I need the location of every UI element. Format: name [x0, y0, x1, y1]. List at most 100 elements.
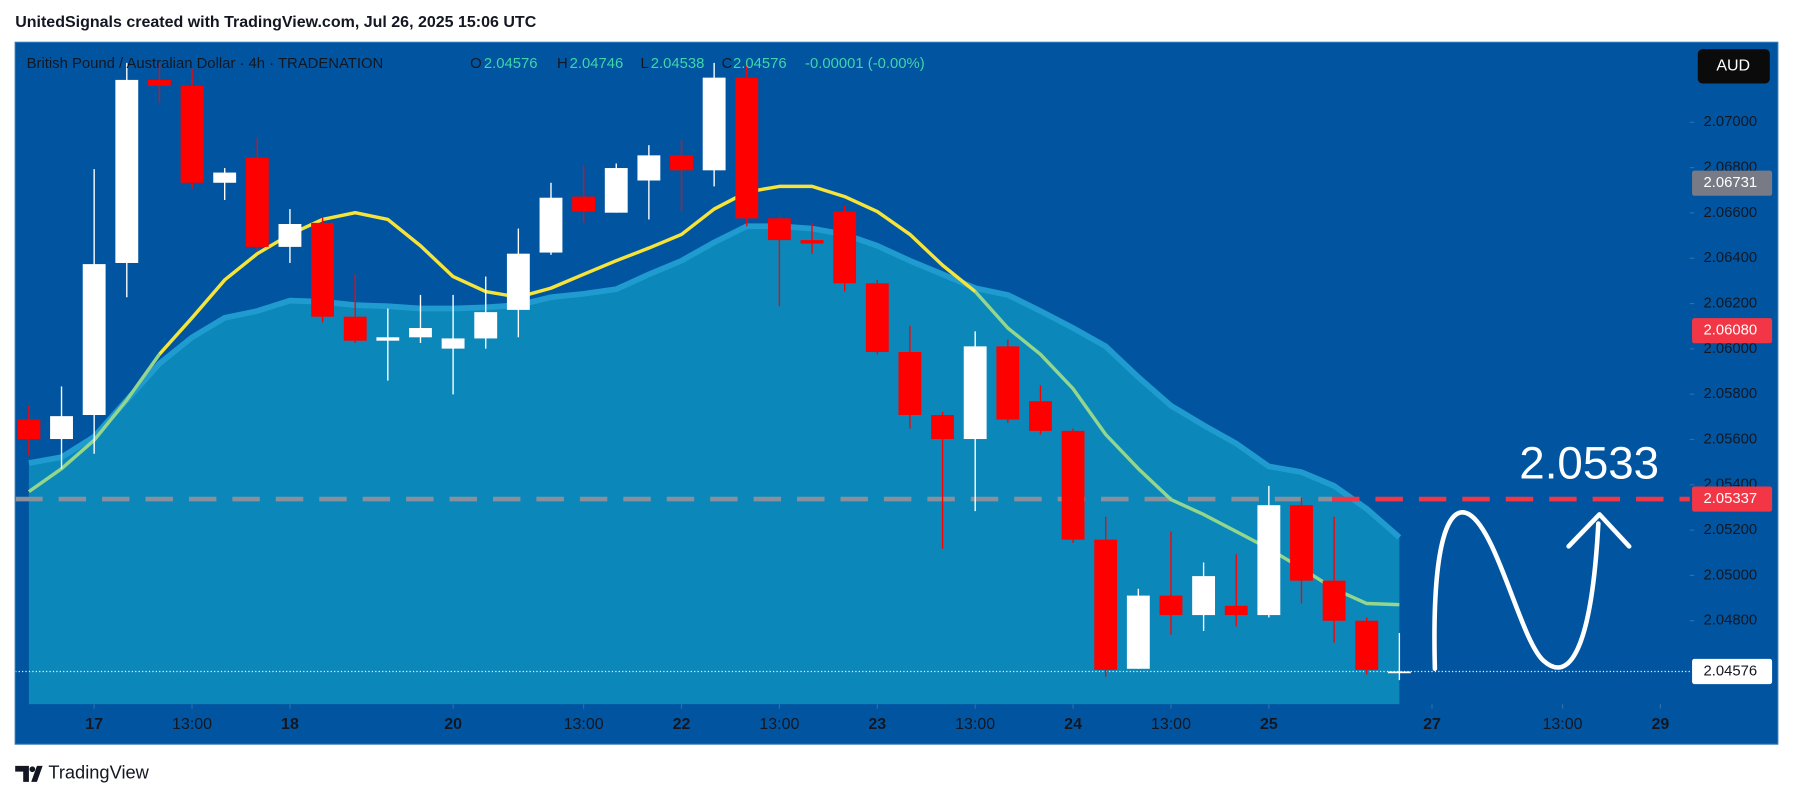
candle-body — [1257, 505, 1281, 616]
y-tick-label: 2.04800 — [1704, 613, 1758, 629]
candle-body — [800, 240, 824, 244]
price-label: 2.06080 — [1704, 323, 1758, 339]
x-tick-label: 13:00 — [564, 716, 604, 733]
currency-button[interactable] — [1697, 49, 1770, 84]
price-label-box — [1692, 170, 1773, 196]
legend-symbol: British Pound / Australian Dollar · 4h ·… — [27, 56, 384, 72]
candle-body — [213, 172, 237, 183]
y-tick-label: 2.05200 — [1704, 522, 1758, 538]
candle-body — [245, 157, 269, 247]
legend-key: L — [640, 56, 648, 72]
legend-change: -0.00001 (-0.00%) — [805, 56, 925, 72]
candle-body — [441, 338, 465, 349]
candle-body — [147, 79, 171, 86]
price-label: 2.05337 — [1704, 491, 1758, 507]
candle-body — [1126, 595, 1150, 669]
x-tick-label: 20 — [444, 716, 462, 733]
candle-body — [82, 264, 106, 416]
candle-body — [115, 79, 139, 263]
price-label-box — [1692, 318, 1773, 344]
frame — [14, 41, 1779, 745]
legend-key: C — [722, 56, 733, 72]
arrow-head — [1566, 512, 1632, 549]
candle-body — [506, 253, 530, 310]
legend-value: 2.04746 — [570, 56, 624, 72]
x-tick-label: 13:00 — [1151, 716, 1191, 733]
y-tick-label: 2.06600 — [1704, 205, 1758, 221]
candle-body — [833, 211, 857, 284]
y-tick-label: 2.05800 — [1704, 386, 1758, 402]
currency-label[interactable]: AUD — [1716, 58, 1750, 75]
candle-body — [996, 346, 1020, 420]
candle-body — [1159, 595, 1183, 616]
candle-body — [767, 218, 791, 241]
candle-body — [1061, 430, 1085, 540]
legend-value: 2.04538 — [651, 56, 705, 72]
candle-body — [1094, 539, 1118, 670]
x-tick-label: 22 — [673, 716, 691, 733]
price-label: 2.04576 — [1704, 663, 1758, 679]
legend-key: O — [470, 56, 482, 72]
candle-body — [180, 85, 204, 183]
candle-body — [1355, 620, 1379, 670]
legend-value: 2.04576 — [484, 56, 538, 72]
candle-body — [670, 155, 693, 171]
x-tick-label: 29 — [1652, 716, 1670, 733]
x-tick-label: 13:00 — [172, 716, 212, 733]
price-label-box — [1692, 658, 1773, 685]
candle-body — [474, 312, 498, 339]
x-tick-label: 25 — [1260, 716, 1278, 733]
x-tick-label: 18 — [281, 716, 299, 733]
price-label-box — [1692, 486, 1773, 512]
candle-body — [1192, 576, 1216, 616]
candle-body — [735, 77, 759, 219]
credit: UnitedSignals created with TradingView.c… — [15, 14, 537, 31]
x-tick-label: 23 — [868, 716, 886, 733]
legend-value: 2.04576 — [733, 56, 787, 72]
legend-key: H — [557, 56, 568, 72]
candle-body — [637, 155, 661, 181]
candle-body — [1029, 401, 1052, 431]
candle-body — [702, 77, 726, 171]
footer-brand: TradingView — [48, 762, 149, 783]
x-tick-label: 27 — [1423, 716, 1441, 733]
annotation: 2.0533 — [1519, 437, 1659, 488]
footer-logo — [15, 765, 43, 782]
x-tick-label: 17 — [85, 716, 103, 733]
candle-body — [539, 197, 563, 253]
y-tick-label: 2.05600 — [1704, 431, 1758, 447]
candle-body — [1322, 580, 1346, 621]
candle-body — [278, 224, 302, 247]
candle-body — [343, 316, 367, 341]
legend: British Pound / Australian Dollar · 4h ·… — [27, 56, 925, 72]
candle-body — [1224, 605, 1248, 616]
candle-body — [572, 196, 596, 212]
candle-body — [1387, 671, 1411, 674]
y-tick-label: 2.06200 — [1704, 295, 1758, 311]
area-edge — [28, 223, 1402, 540]
wave-arrow — [1432, 510, 1601, 671]
candle-body — [898, 352, 922, 416]
candle-body — [1290, 505, 1313, 581]
x-tick-label: 24 — [1064, 716, 1082, 733]
area-fill — [28, 226, 1400, 705]
candle-body — [17, 419, 41, 440]
x-tick-label: 13:00 — [759, 716, 799, 733]
candle-body — [376, 337, 400, 341]
candle-body — [311, 222, 335, 317]
y-tick-label: 2.06000 — [1704, 341, 1758, 357]
price-label: 2.06731 — [1704, 175, 1758, 191]
x-tick-label: 13:00 — [1543, 716, 1583, 733]
plot: 2.070002.068002.066002.064002.062002.060… — [14, 41, 1779, 745]
candle-body — [865, 283, 889, 353]
candle-body — [50, 416, 73, 440]
y-tick-label: 2.05000 — [1704, 567, 1758, 583]
y-tick-label: 2.07000 — [1704, 114, 1758, 130]
candle-body — [409, 328, 432, 338]
x-tick-label: 13:00 — [955, 716, 995, 733]
candle-body — [931, 415, 954, 440]
candle-body — [604, 168, 628, 213]
candle-body — [963, 346, 987, 440]
